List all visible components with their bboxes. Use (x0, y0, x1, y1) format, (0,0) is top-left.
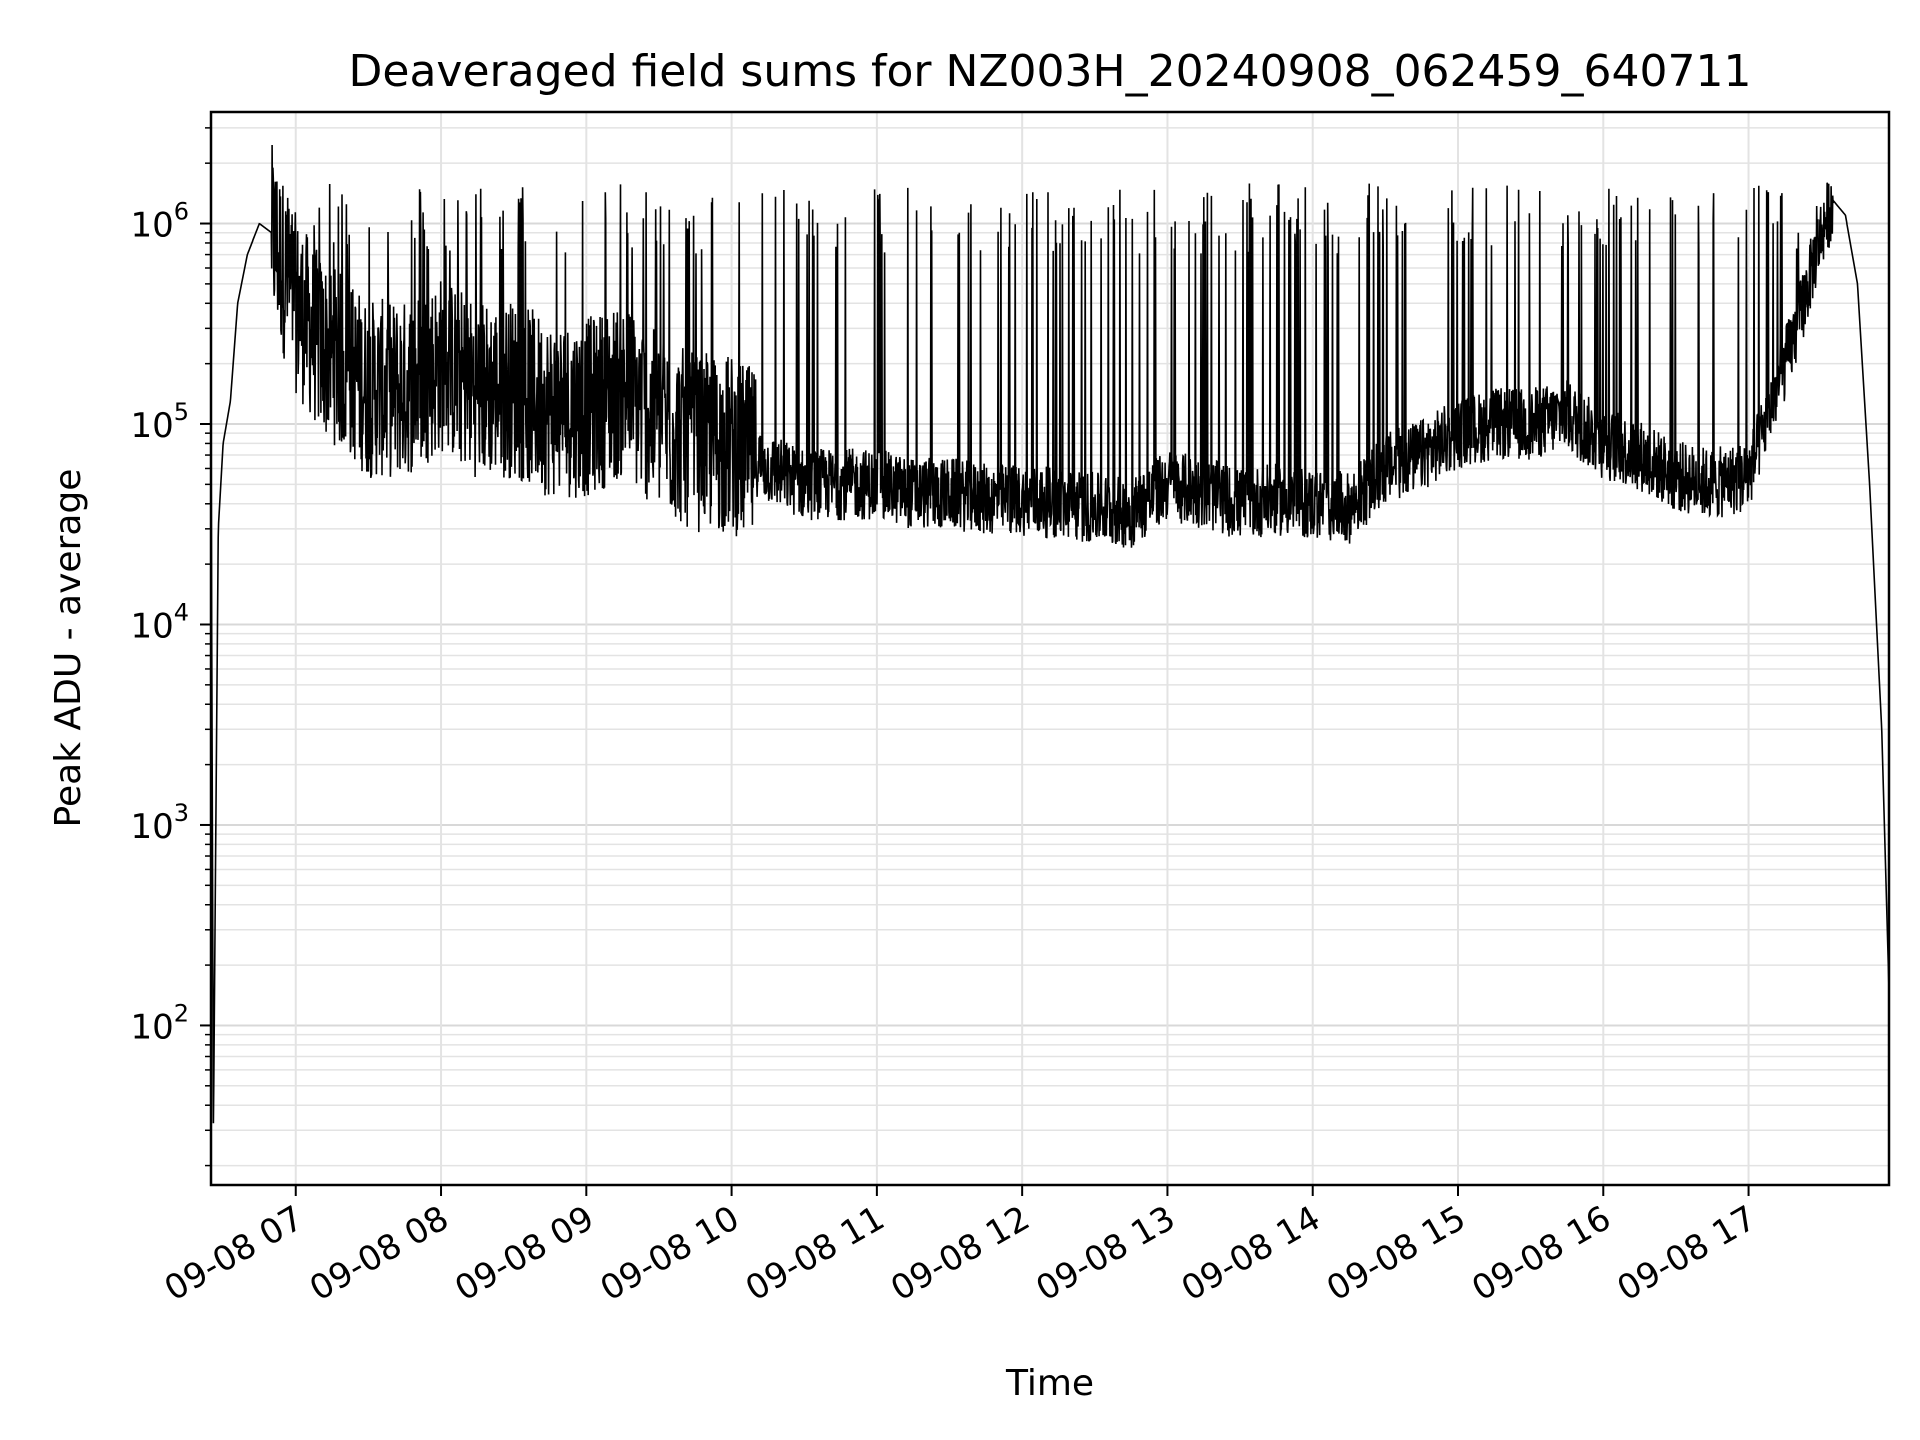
x-axis-label: Time (1005, 1363, 1094, 1404)
plot-frame (209, 110, 1891, 1187)
x-tick-label: 09-08 11 (739, 1198, 891, 1309)
x-tick-label: 09-08 17 (1611, 1198, 1763, 1309)
y-tick-label: 102 (130, 999, 189, 1047)
series-line (210, 144, 1890, 1124)
y-tick-label: 105 (130, 398, 189, 446)
y-axis-ticks: 102 103 104 105 106 (130, 127, 211, 1167)
x-tick-label: 09-08 07 (158, 1198, 310, 1309)
x-tick-label: 09-08 14 (1175, 1198, 1327, 1309)
y-tick-label: 106 (130, 198, 189, 246)
x-tick-label: 09-08 08 (303, 1198, 455, 1309)
y-tick-label: 104 (130, 598, 189, 646)
x-tick-label: 09-08 15 (1320, 1198, 1472, 1309)
x-tick-label: 09-08 13 (1030, 1198, 1182, 1309)
y-axis-label: Peak ADU - average (48, 469, 89, 828)
x-tick-label: 09-08 12 (884, 1198, 1036, 1309)
y-tick-label: 103 (130, 799, 189, 847)
chart-title: Deaveraged field sums for NZ003H_2024090… (349, 46, 1752, 97)
x-tick-label: 09-08 09 (448, 1198, 600, 1309)
x-tick-label: 09-08 10 (594, 1198, 746, 1309)
x-tick-label: 09-08 16 (1465, 1198, 1617, 1309)
